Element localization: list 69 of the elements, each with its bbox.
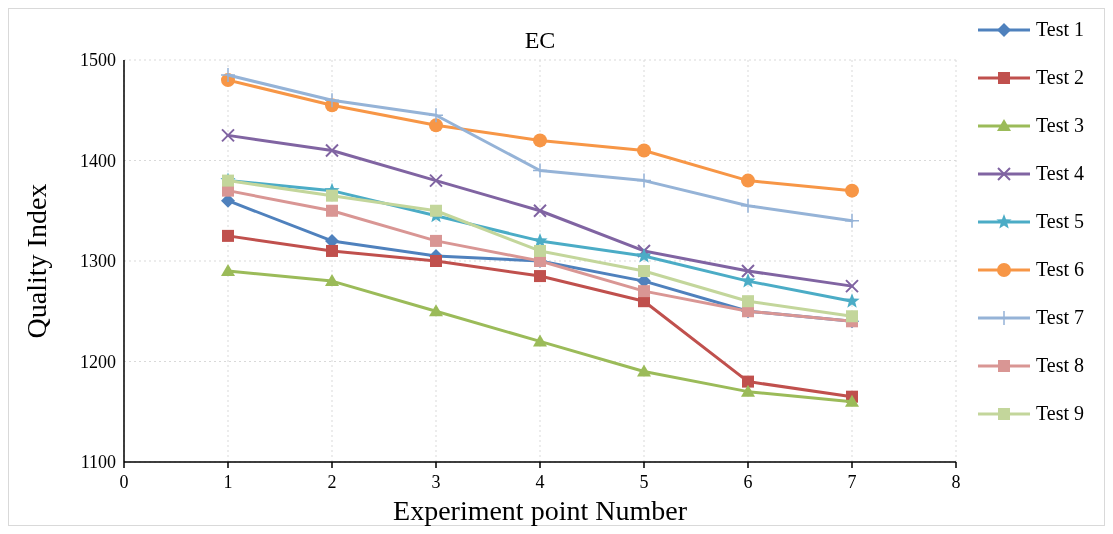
point bbox=[533, 203, 547, 218]
x-tick-label: 5 bbox=[639, 472, 649, 492]
legend-label: Test 2 bbox=[1036, 66, 1085, 88]
point bbox=[637, 243, 651, 258]
point bbox=[533, 334, 547, 347]
point bbox=[221, 128, 235, 143]
point bbox=[636, 247, 652, 263]
legend-label: Test 5 bbox=[1036, 210, 1085, 232]
y-tick-label: 1400 bbox=[80, 150, 116, 171]
y-axis-title: Quality Index bbox=[21, 183, 52, 339]
point bbox=[845, 279, 859, 294]
y-tick-label: 1500 bbox=[80, 50, 116, 70]
y-tick-label: 1300 bbox=[80, 251, 116, 271]
point bbox=[637, 143, 651, 158]
point bbox=[430, 204, 442, 217]
point bbox=[430, 234, 442, 247]
point bbox=[325, 274, 339, 287]
x-tick-label: 4 bbox=[535, 472, 545, 492]
y-tick-label: 1200 bbox=[80, 351, 116, 372]
point bbox=[326, 244, 338, 257]
point bbox=[740, 197, 756, 214]
point bbox=[741, 173, 755, 188]
point bbox=[428, 107, 444, 124]
y-tick-label: 1100 bbox=[80, 452, 116, 472]
point bbox=[430, 255, 442, 267]
legend-label: Test 1 bbox=[1036, 18, 1085, 40]
point bbox=[844, 213, 860, 229]
point bbox=[846, 310, 858, 323]
point bbox=[220, 67, 236, 83]
point bbox=[222, 229, 234, 242]
point bbox=[326, 189, 338, 202]
point bbox=[844, 293, 860, 308]
x-tick-label: 8 bbox=[951, 472, 961, 492]
x-tick-label: 3 bbox=[431, 472, 441, 492]
point bbox=[845, 394, 859, 407]
point bbox=[532, 162, 548, 179]
x-axis-title: Experiment point Number bbox=[393, 495, 688, 526]
x-tick-label: 2 bbox=[327, 472, 337, 492]
legend-label: Test 8 bbox=[1036, 354, 1085, 376]
legend-label: Test 6 bbox=[1036, 258, 1085, 280]
x-tick-label: 7 bbox=[847, 472, 857, 492]
point bbox=[636, 172, 652, 189]
x-tick-label: 1 bbox=[223, 472, 233, 492]
point bbox=[638, 285, 650, 298]
x-tick-label: 6 bbox=[743, 472, 753, 492]
x-tick-label: 0 bbox=[119, 472, 129, 492]
point bbox=[429, 118, 443, 133]
point bbox=[533, 133, 547, 148]
legend-label: Test 3 bbox=[1036, 114, 1085, 136]
legend-label: Test 4 bbox=[1036, 162, 1085, 184]
point bbox=[326, 204, 338, 217]
legend-label: Test 7 bbox=[1036, 306, 1085, 328]
point bbox=[742, 295, 754, 308]
point bbox=[638, 265, 650, 278]
point bbox=[534, 244, 546, 257]
point bbox=[429, 173, 443, 188]
point bbox=[845, 183, 859, 198]
chart-title: EC bbox=[524, 27, 556, 53]
point bbox=[534, 270, 546, 283]
legend-label: Test 9 bbox=[1036, 402, 1085, 424]
point bbox=[429, 304, 443, 317]
point bbox=[325, 143, 339, 158]
point bbox=[221, 264, 235, 277]
point bbox=[637, 364, 651, 377]
point bbox=[741, 264, 755, 279]
point bbox=[741, 384, 755, 397]
point bbox=[742, 375, 754, 388]
point bbox=[740, 273, 756, 288]
point bbox=[324, 92, 340, 108]
